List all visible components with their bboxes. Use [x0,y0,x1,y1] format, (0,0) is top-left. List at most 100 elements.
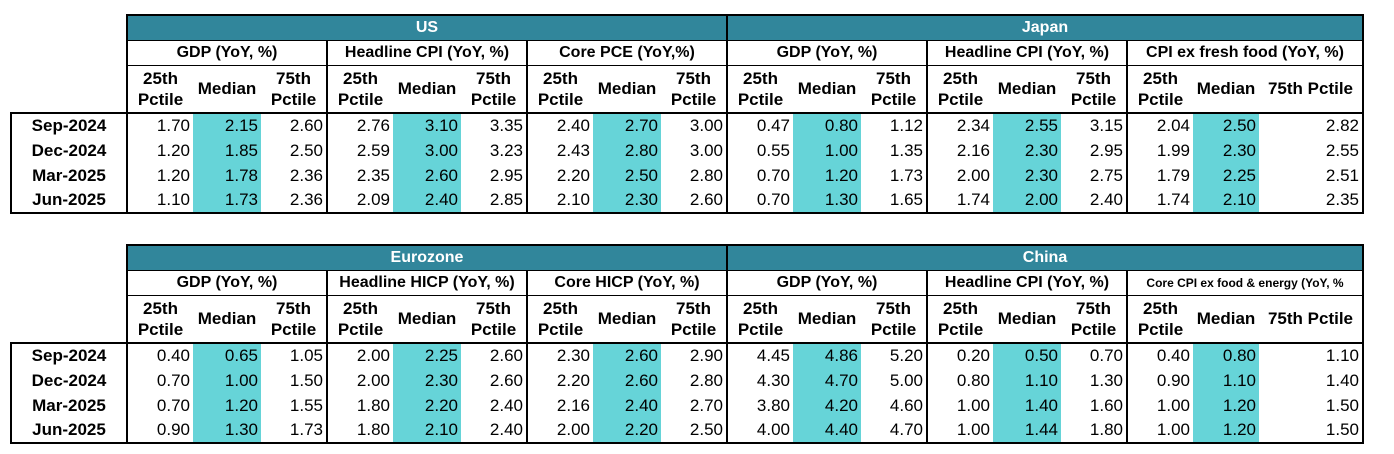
sub-header-word: 25th [143,68,178,88]
sub-header-word: Pctile [737,319,784,339]
median-value: 2.40 [593,393,661,418]
pctile-value: 5.20 [861,342,928,368]
pctile-value: 2.16 [526,393,593,418]
median-value: 2.60 [593,342,661,368]
pctile-value: 2.50 [661,418,728,444]
median-value: 2.80 [593,138,661,163]
median-value: 1.78 [193,163,261,188]
sub-header-word: 75th [1076,68,1111,88]
row-label: Jun-2025 [10,418,128,444]
pctile-value: 0.70 [126,393,193,418]
pctile-value: 2.00 [326,368,393,393]
pctile-value: 4.00 [726,418,793,444]
pctile-value: 2.09 [326,188,393,214]
row-label: Dec-2024 [10,368,128,393]
row-label: Jun-2025 [10,188,128,214]
sub-header-word: 25th [143,298,178,318]
pctile-value: 1.55 [261,393,328,418]
pctile-value: 2.35 [326,163,393,188]
median-value: 1.44 [993,418,1061,444]
median-value: 1.73 [193,188,261,214]
pctile-value: 2.34 [926,112,993,138]
pctile-value: 2.00 [526,418,593,444]
sub-column-header: 75th Pctile [661,64,728,114]
row-label: Sep-2024 [10,342,128,368]
row-label: Sep-2024 [10,112,128,138]
sub-column-header: 75th Pctile [261,64,328,114]
pctile-value: 4.70 [861,418,928,444]
pctile-value: 2.50 [261,138,328,163]
pctile-value: 0.40 [1126,342,1193,368]
pctile-value: 3.00 [661,138,728,163]
table-row: Mar-2025 1.20 1.78 2.36 2.35 2.60 2.95 2.20 2.50… [10,163,1364,188]
sub-column-header: 75th Pctile [861,294,928,344]
pctile-value: 1.73 [861,163,928,188]
pctile-value: 1.05 [261,342,328,368]
sub-header-word: Pctile [870,319,917,339]
pctile-value: 1.00 [926,393,993,418]
metric-header: CPI ex fresh food (YoY, %) [1126,39,1364,65]
median-value: 2.20 [593,418,661,444]
sub-header-word: 25th [943,68,978,88]
sub-header-word: Pctile [870,89,917,109]
sub-header-word: Pctile [537,89,584,109]
pctile-value: 1.20 [126,163,193,188]
sub-column-header: Median [393,294,461,344]
pctile-value: 0.70 [726,188,793,214]
sub-header-word: Pctile [537,319,584,339]
pctile-value: 1.60 [1061,393,1128,418]
median-value: 1.10 [1193,368,1259,393]
sub-column-header: 75th Pctile [1061,64,1128,114]
sub-column-header: 25th Pctile [326,64,393,114]
pctile-value: 0.70 [726,163,793,188]
row-label: Mar-2025 [10,393,128,418]
sub-header-word: Pctile [1137,89,1184,109]
table-row: Dec-2024 1.20 1.85 2.50 2.59 3.00 3.23 2.43 2.80… [10,138,1364,163]
pctile-value: 1.10 [1259,342,1364,368]
median-value: 3.10 [393,112,461,138]
metric-header: Core PCE (YoY,%) [526,39,728,65]
sub-header-word: Pctile [470,319,517,339]
pctile-value: 0.55 [726,138,793,163]
pctile-value: 1.73 [261,418,328,444]
pctile-value: 2.40 [461,418,528,444]
pctile-value: 1.80 [326,393,393,418]
sub-column-header: 25th Pctile [126,294,193,344]
sub-header-word: 25th [543,68,578,88]
median-value: 3.00 [393,138,461,163]
pctile-value: 1.70 [126,112,193,138]
region-header: Eurozone [126,244,728,270]
median-value: 2.00 [993,188,1061,214]
sub-column-header: Median [1193,294,1259,344]
pctile-value: 0.90 [126,418,193,444]
pctile-value: 1.80 [1061,418,1128,444]
median-value: 2.40 [393,188,461,214]
metric-header: Headline CPI (YoY, %) [926,39,1128,65]
pctile-value: 0.90 [1126,368,1193,393]
pctile-value: 2.59 [326,138,393,163]
median-value: 2.30 [1193,138,1259,163]
sub-header-word: 75th [676,298,711,318]
median-value: 1.85 [193,138,261,163]
median-value: 1.30 [193,418,261,444]
pctile-value: 2.60 [661,188,728,214]
pctile-value: 3.80 [726,393,793,418]
pctile-value: 1.50 [261,368,328,393]
sub-header-word: Pctile [1070,89,1117,109]
sub-column-header: Median [993,64,1061,114]
sub-header-word: 75th [276,68,311,88]
sub-header-word: Pctile [470,89,517,109]
pctile-value: 1.00 [1126,418,1193,444]
pctile-value: 1.74 [926,188,993,214]
median-value: 2.60 [393,163,461,188]
median-value: 0.65 [193,342,261,368]
pctile-value: 2.60 [461,368,528,393]
table-row: Jun-2025 0.90 1.30 1.73 1.80 2.10 2.40 2.00 2.20… [10,418,1364,444]
sub-column-header: 75th Pctile [1061,294,1128,344]
pctile-value: 2.04 [1126,112,1193,138]
median-value: 2.50 [1193,112,1259,138]
metric-header: Headline HICP (YoY, %) [326,269,528,295]
sub-column-header: 75th Pctile [861,64,928,114]
table-row: Sep-2024 0.40 0.65 1.05 2.00 2.25 2.60 2.30 2.60… [10,342,1364,368]
pctile-value: 2.00 [326,342,393,368]
